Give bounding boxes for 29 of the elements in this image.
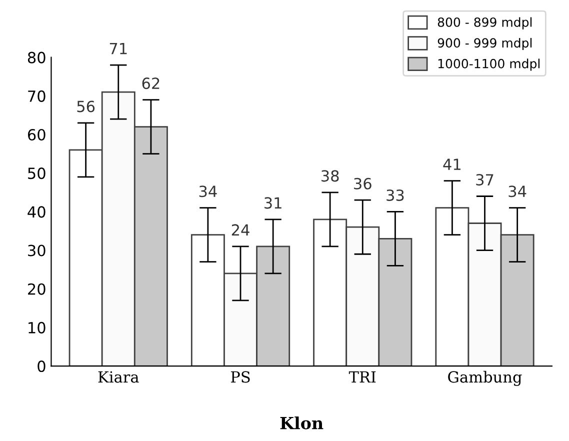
data-label: 41: [443, 158, 460, 170]
data-label: 71: [110, 43, 127, 54]
data-label: 62: [142, 78, 160, 90]
data-label: 31: [264, 197, 282, 209]
y-tick-label: 60: [28, 128, 46, 141]
data-label: 34: [508, 186, 526, 198]
x-tick-label: TRI: [348, 371, 376, 382]
x-axis-title: Klon: [280, 416, 324, 430]
y-tick-label: 40: [28, 206, 46, 218]
y-tick-label: 50: [28, 168, 46, 180]
y-tick-label: 0: [38, 360, 46, 372]
x-tick-label: PS: [230, 371, 250, 383]
data-label: 33: [386, 189, 404, 201]
y-tick-label: 30: [28, 244, 46, 256]
data-label: 56: [77, 100, 95, 112]
data-label: 34: [199, 186, 217, 198]
data-label: 24: [232, 224, 250, 236]
legend-label: 800 - 899 mdpl: [438, 17, 532, 30]
legend-label: 900 - 999 mdpl: [438, 38, 532, 50]
data-label: 38: [322, 170, 339, 182]
x-tick-label: Kiara: [98, 371, 139, 383]
data-label: 37: [476, 174, 494, 186]
y-tick-label: 10: [28, 322, 46, 334]
data-label: 36: [354, 178, 372, 190]
y-tick-label: 80: [28, 52, 46, 64]
x-tick-label: Gambung: [448, 370, 522, 386]
legend-label: 1000-1100 mdpl: [438, 58, 540, 71]
y-tick-label: 70: [28, 90, 46, 102]
y-tick-label: 20: [28, 283, 46, 295]
